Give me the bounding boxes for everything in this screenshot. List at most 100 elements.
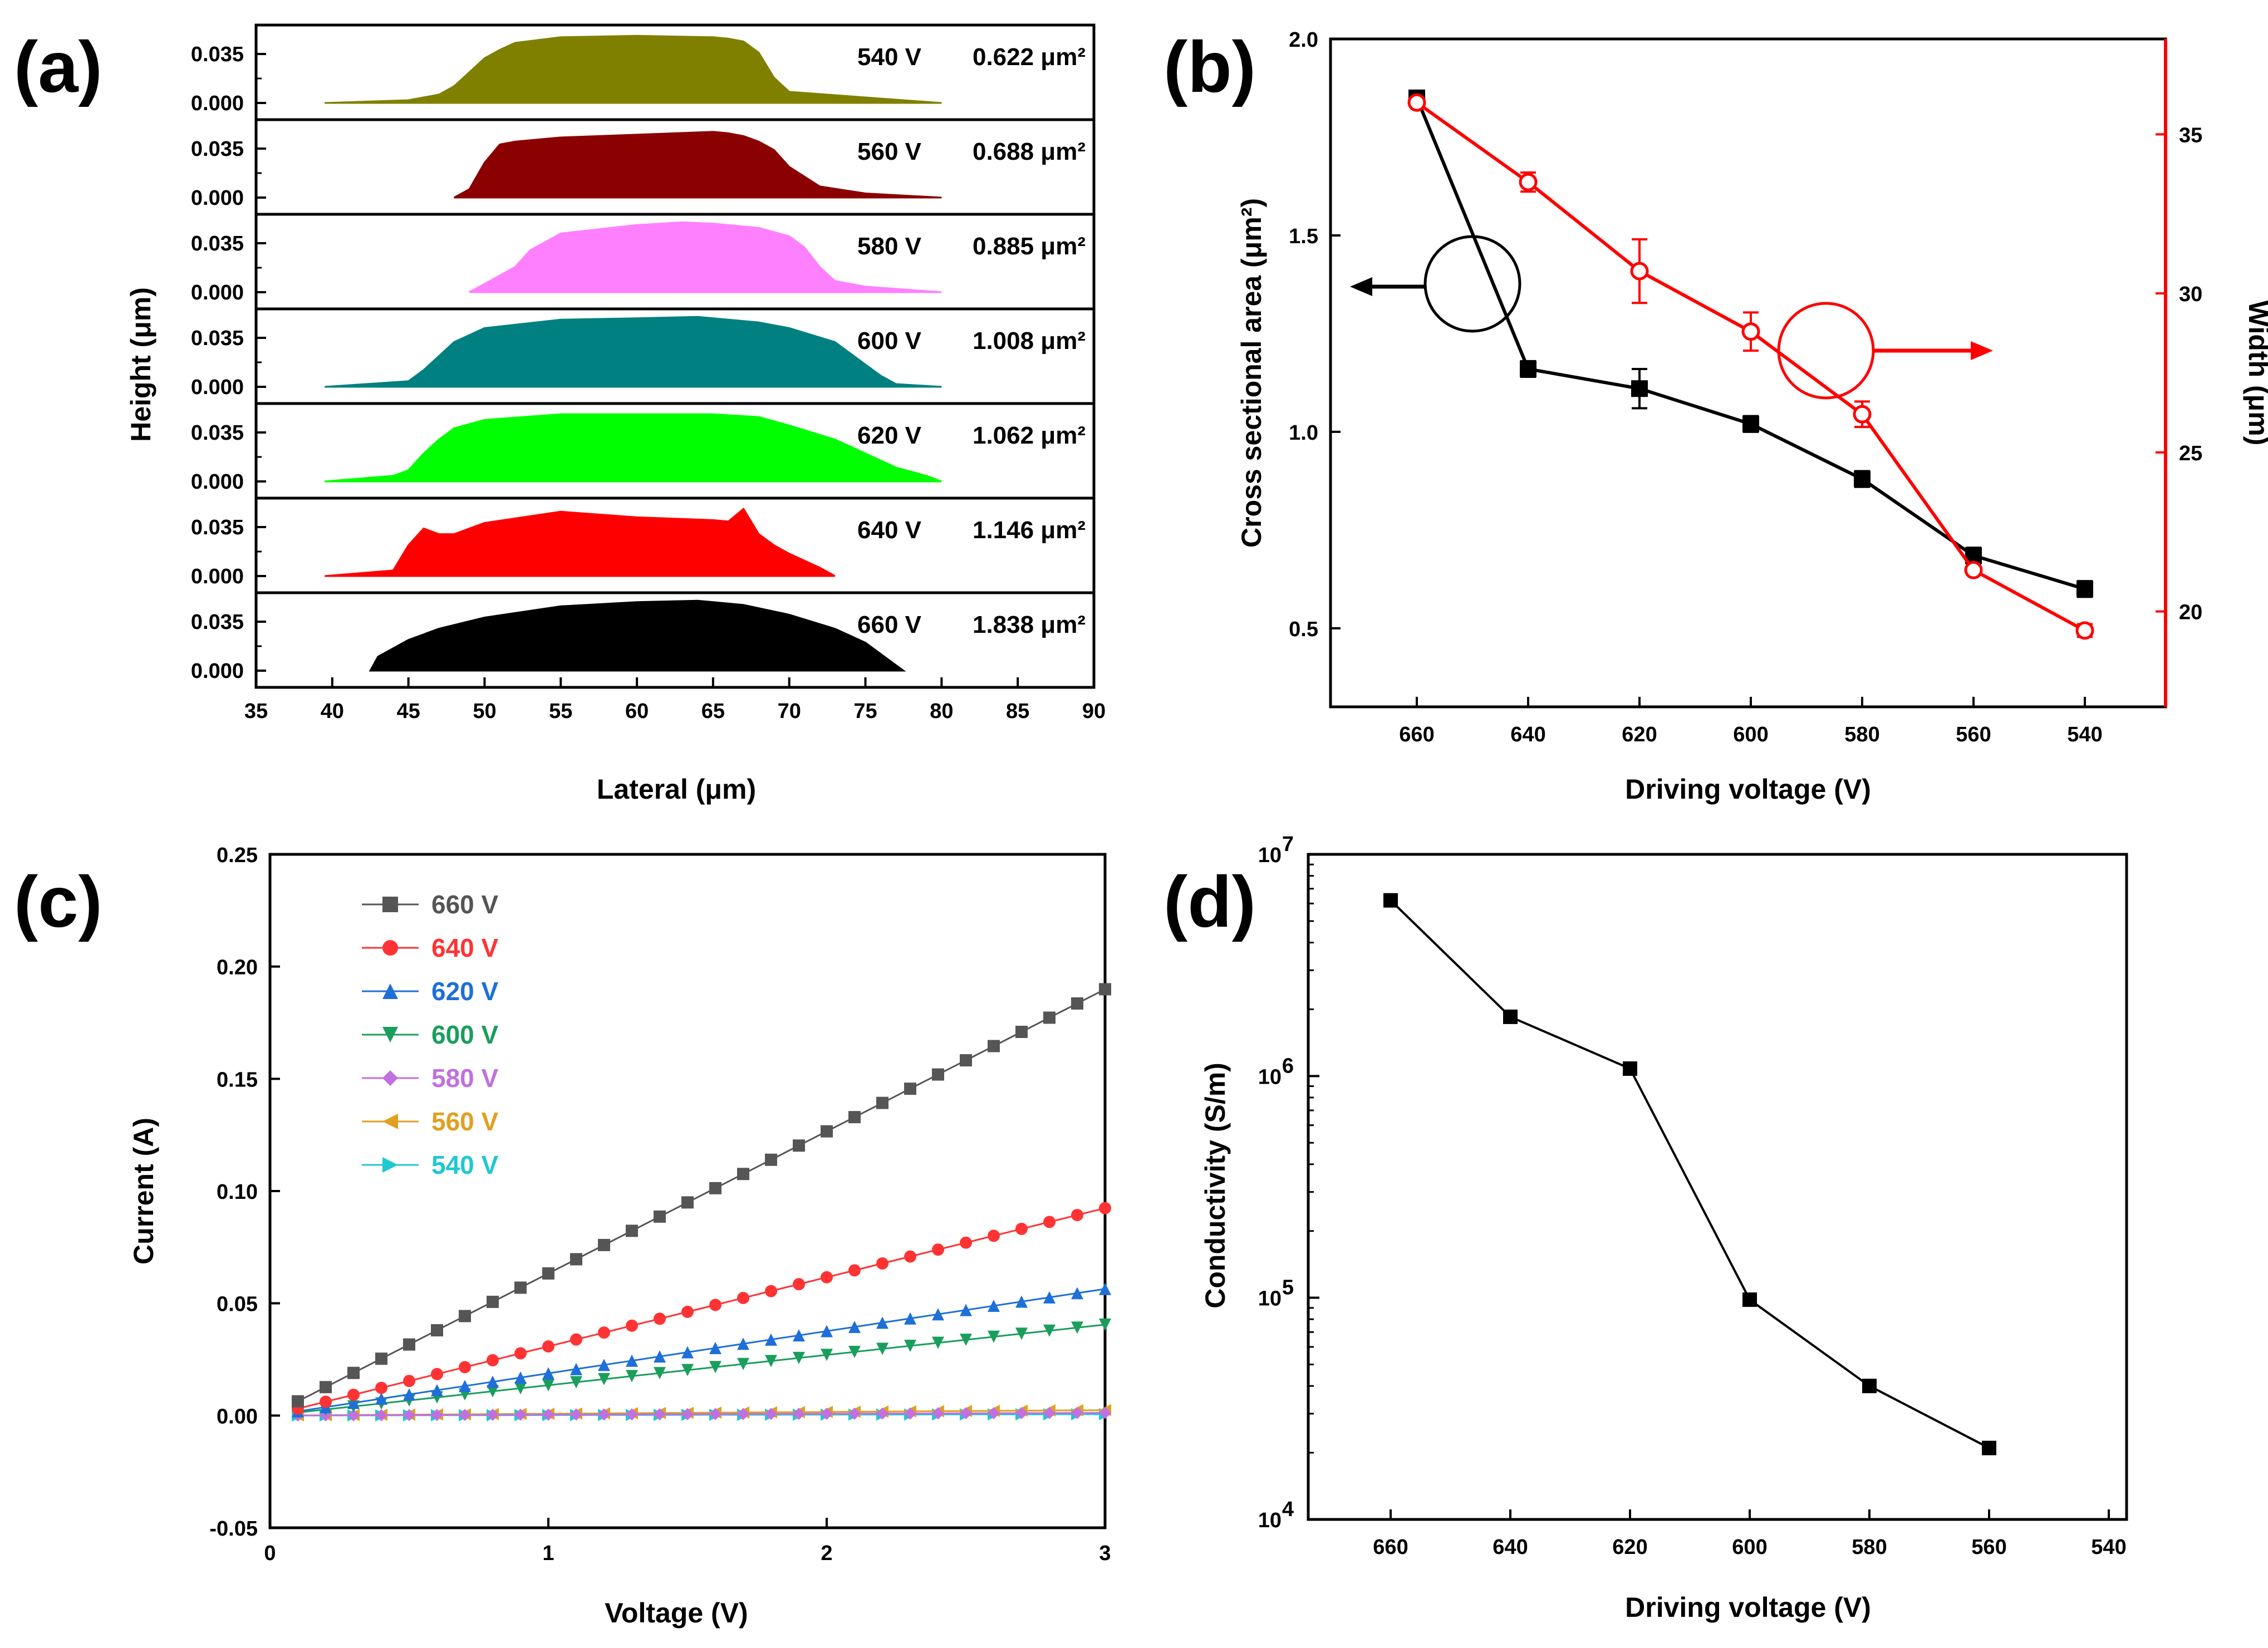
iv-data-point (1015, 1295, 1028, 1308)
iv-series-line (297, 1324, 1106, 1414)
iv-data-point (848, 1264, 861, 1277)
area-label: 0.622 μm² (973, 43, 1086, 71)
iv-data-point (960, 1407, 972, 1420)
legend-marker (382, 1070, 398, 1086)
panel-a-xlabel: Lateral (μm) (597, 774, 756, 805)
y-tick-label: 0.000 (191, 281, 244, 304)
iv-data-point (1099, 983, 1111, 996)
iv-data-point (960, 1236, 972, 1249)
y-tick-label: 0.035 (191, 516, 244, 539)
iv-data-point (598, 1372, 610, 1385)
panel-b-area-width: Cross sectional area (μm²) Width (μm) Dr… (1236, 28, 2268, 805)
iv-data-point (598, 1326, 610, 1339)
iv-data-point (904, 1407, 916, 1420)
iv-data-point (876, 1316, 888, 1329)
height-profile-area (469, 221, 942, 293)
iv-data-point (1071, 1209, 1083, 1222)
panel-label-d: (d) (1164, 861, 1256, 942)
x-tick-label: 35 (244, 700, 268, 723)
height-profile-area (324, 316, 942, 388)
y-tick-label: 0.10 (217, 1180, 258, 1204)
iv-data-point (403, 1338, 415, 1351)
y-tick-base: 10 (1258, 1065, 1282, 1089)
iv-data-point (821, 1125, 833, 1138)
legend-label: 600 V (431, 1020, 499, 1049)
iv-data-point (598, 1408, 610, 1421)
panel-c-iv-curves: Current (A) Voltage (V) 0 1 2 3 -0.05 0.00 0.0… (128, 844, 1111, 1629)
y-tick-label: 0.000 (191, 376, 244, 399)
iv-data-point (709, 1298, 721, 1311)
iv-data-point (542, 1367, 554, 1380)
x-tick-label: 90 (1082, 700, 1106, 723)
y-tick-label: -0.05 (209, 1517, 258, 1541)
iv-data-point (737, 1168, 749, 1180)
x-tick-label: 70 (778, 700, 801, 723)
legend-label: 540 V (431, 1150, 499, 1179)
legend-label: 620 V (431, 977, 499, 1006)
iv-data-point (848, 1321, 861, 1334)
iv-data-point (988, 1330, 1000, 1343)
iv-data-point (514, 1281, 527, 1294)
iv-data-point (626, 1354, 638, 1367)
panel-c-ylabel: Current (A) (128, 1118, 159, 1265)
height-profile-area (324, 413, 942, 483)
area-label: 0.885 μm² (973, 233, 1086, 260)
iv-data-point (793, 1278, 805, 1291)
iv-data-point (626, 1319, 638, 1332)
iv-data-point (375, 1393, 387, 1405)
iv-data-point (431, 1409, 443, 1421)
iv-data-point (876, 1096, 888, 1109)
conductivity-data-point (1742, 1292, 1757, 1307)
iv-data-point (542, 1267, 554, 1280)
iv-data-point (1099, 1202, 1111, 1214)
iv-data-point (542, 1379, 554, 1391)
voltage-label: 660 V (857, 611, 922, 638)
iv-data-point (848, 1111, 861, 1124)
iv-data-point (487, 1385, 499, 1398)
iv-data-point (1099, 1406, 1111, 1419)
voltage-label: 540 V (857, 43, 922, 71)
legend-marker (382, 897, 398, 912)
iv-data-point (1043, 1406, 1056, 1419)
width-data-point (1519, 173, 1538, 191)
iv-data-point (793, 1139, 805, 1152)
legend-marker (382, 1157, 398, 1173)
iv-data-point (765, 1333, 777, 1346)
y-tick-label: 0.035 (191, 137, 244, 161)
iv-data-point (514, 1371, 527, 1384)
legend-label: 580 V (431, 1064, 499, 1093)
iv-data-point (626, 1370, 638, 1383)
panel-d-frame (1307, 853, 2128, 1521)
x-tick-label: 3 (1099, 1542, 1111, 1565)
area-data-point (1854, 470, 1871, 488)
iv-data-point (737, 1292, 749, 1305)
legend-label: 660 V (431, 890, 499, 919)
iv-data-point (793, 1408, 805, 1420)
panel-d-xlabel: Driving voltage (V) (1625, 1592, 1871, 1623)
iv-data-point (459, 1310, 471, 1322)
iv-data-point (793, 1351, 805, 1364)
right-axis-indicator-circle (1777, 302, 1875, 400)
iv-data-point (737, 1408, 749, 1420)
x-tick-label: 640 (1493, 1536, 1528, 1559)
x-tick-label: 620 (1612, 1536, 1647, 1559)
iv-data-point (403, 1388, 415, 1401)
width-data-point (2075, 621, 2094, 640)
x-tick-label: 540 (2067, 723, 2102, 746)
iv-data-point (1015, 1406, 1028, 1419)
iv-data-point (709, 1182, 721, 1194)
right-axis-arrowhead (1971, 341, 1993, 360)
iv-data-point (431, 1384, 443, 1396)
iv-data-point (848, 1407, 861, 1420)
iv-data-point (988, 1300, 1000, 1312)
iv-data-point (347, 1409, 360, 1421)
panel-d-conductivity: Conductivity (S/m) Driving voltage (V) 6… (1200, 833, 2128, 1623)
y-tick-label: 0.035 (191, 232, 244, 255)
iv-data-point (765, 1285, 777, 1297)
y-right-tick-label: 35 (2179, 124, 2202, 147)
iv-series-line (297, 1207, 1106, 1410)
iv-data-point (765, 1153, 777, 1166)
voltage-label: 620 V (857, 422, 922, 449)
iv-data-point (932, 1243, 944, 1256)
iv-data-point (375, 1352, 387, 1365)
